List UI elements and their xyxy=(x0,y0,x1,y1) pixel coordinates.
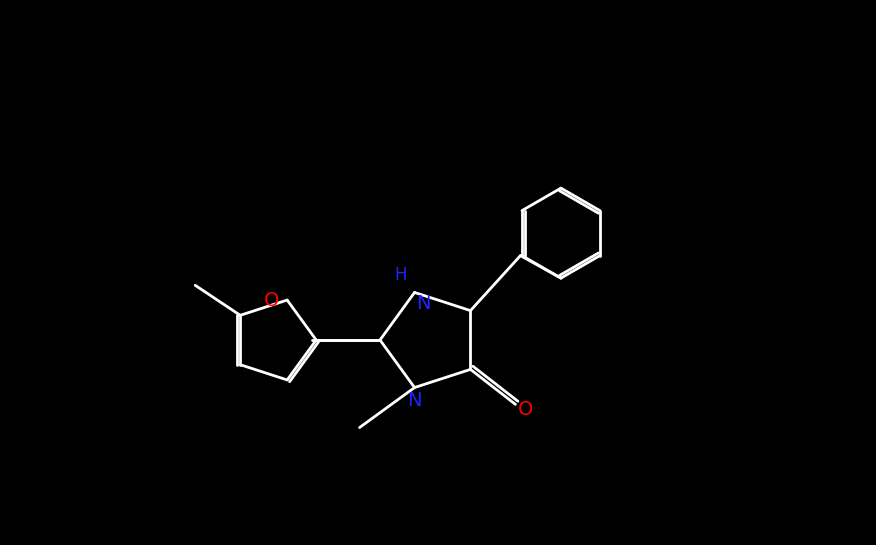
Text: O: O xyxy=(518,400,533,419)
Text: O: O xyxy=(264,290,279,310)
Text: H: H xyxy=(394,267,406,284)
Text: N: N xyxy=(417,294,431,313)
Text: N: N xyxy=(407,391,422,409)
